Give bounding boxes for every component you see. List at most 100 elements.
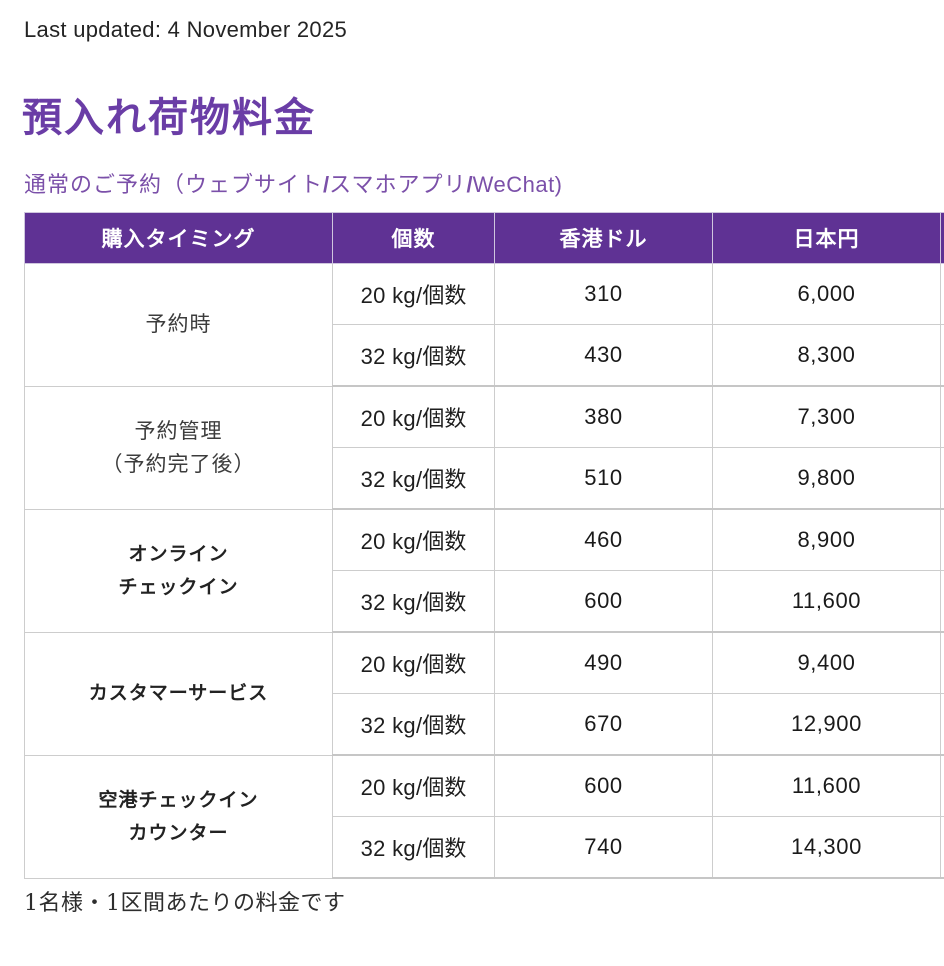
quantity-cjk: 個数 bbox=[422, 776, 467, 801]
cutoff-cell bbox=[940, 324, 944, 387]
subtitle-segment-ja: スマホアプリ bbox=[329, 173, 467, 198]
timing-cell: 予約時 bbox=[24, 263, 333, 387]
cutoff-cell bbox=[940, 631, 944, 694]
table-row: 32 kg/個数 740 14,300 bbox=[25, 816, 944, 879]
table-row: 32 kg/個数 670 12,900 bbox=[25, 693, 944, 756]
jpy-cell: 7,300 bbox=[712, 385, 941, 448]
cutoff-cell bbox=[940, 447, 944, 510]
quantity-latin: 32 kg/ bbox=[360, 467, 423, 492]
quantity-cjk: 個数 bbox=[422, 345, 467, 370]
quantity-cell: 32 kg/個数 bbox=[332, 570, 495, 633]
hkd-cell: 740 bbox=[494, 816, 713, 879]
jpy-cell: 9,800 bbox=[712, 447, 941, 510]
jpy-cell: 8,900 bbox=[712, 508, 941, 571]
table-header-row: 購入タイミング 個数 香港ドル 日本円 bbox=[24, 212, 944, 264]
quantity-cjk: 個数 bbox=[422, 714, 467, 739]
quantity-latin: 20 kg/ bbox=[360, 283, 423, 308]
subtitle-slash: / bbox=[466, 172, 473, 197]
timing-line: 空港チェックイン bbox=[98, 789, 259, 812]
header-cell-quantity: 個数 bbox=[332, 212, 495, 264]
quantity-latin: 32 kg/ bbox=[360, 713, 423, 738]
hkd-cell: 460 bbox=[494, 508, 713, 571]
last-updated-text: Last updated: 4 November 2025 bbox=[24, 17, 348, 42]
cutoff-cell bbox=[940, 263, 944, 325]
quantity-cjk: 個数 bbox=[422, 591, 467, 616]
header-cell-jpy: 日本円 bbox=[712, 212, 941, 264]
hkd-cell: 430 bbox=[494, 324, 713, 387]
hkd-cell: 380 bbox=[494, 385, 713, 448]
timing-cell: 予約管理 （予約完了後） bbox=[24, 385, 333, 510]
jpy-cell: 9,400 bbox=[712, 631, 941, 694]
cutoff-cell bbox=[940, 754, 944, 817]
timing-cell: 空港チェックイン カウンター bbox=[24, 754, 333, 879]
jpy-cell: 8,300 bbox=[712, 324, 941, 387]
jpy-cell: 11,600 bbox=[712, 754, 941, 817]
cutoff-cell bbox=[940, 693, 944, 756]
timing-line: カスタマーサービス bbox=[88, 682, 269, 705]
table-row: 予約時 20 kg/個数 310 6,000 bbox=[24, 263, 944, 387]
cutoff-cell bbox=[940, 816, 944, 879]
jpy-cell: 14,300 bbox=[712, 816, 941, 879]
quantity-latin: 20 kg/ bbox=[360, 652, 423, 677]
quantity-latin: 32 kg/ bbox=[360, 344, 423, 369]
subtitle-segment-ja: 通常のご予約（ウェブサイト bbox=[24, 173, 324, 198]
quantity-cjk: 個数 bbox=[422, 530, 467, 555]
subtitle-slash: / bbox=[323, 172, 330, 197]
hkd-cell: 310 bbox=[494, 263, 713, 325]
quantity-cjk: 個数 bbox=[422, 284, 467, 309]
quantity-latin: 20 kg/ bbox=[360, 775, 423, 800]
quantity-latin: 20 kg/ bbox=[360, 406, 423, 431]
page-title: 預入れ荷物料金 bbox=[22, 94, 316, 141]
quantity-latin: 32 kg/ bbox=[360, 836, 423, 861]
quantity-cell: 32 kg/個数 bbox=[332, 693, 495, 756]
timing-line: （予約完了後） bbox=[101, 451, 256, 476]
table-row: 32 kg/個数 430 8,300 bbox=[25, 324, 944, 387]
table-row: 空港チェックイン カウンター 20 kg/個数 600 11,600 bbox=[24, 754, 944, 879]
quantity-cell: 20 kg/個数 bbox=[332, 754, 495, 817]
quantity-cell: 32 kg/個数 bbox=[332, 324, 495, 387]
quantity-cjk: 個数 bbox=[422, 653, 467, 678]
cutoff-cell bbox=[940, 385, 944, 448]
hkd-cell: 600 bbox=[494, 754, 713, 817]
quantity-cell: 20 kg/個数 bbox=[332, 508, 495, 571]
hkd-cell: 670 bbox=[494, 693, 713, 756]
header-cell-timing: 購入タイミング bbox=[24, 212, 333, 264]
baggage-fee-table: 購入タイミング 個数 香港ドル 日本円 予約時 20 kg/個数 310 6,0… bbox=[24, 212, 944, 879]
footnote-text: 1名様・1区間あたりの料金です bbox=[24, 891, 346, 916]
quantity-cjk: 個数 bbox=[422, 837, 467, 862]
timing-cell: カスタマーサービス bbox=[24, 631, 333, 756]
cutoff-cell bbox=[940, 508, 944, 571]
timing-line: オンライン bbox=[128, 543, 229, 566]
subtitle-segment-latin: WeChat) bbox=[472, 172, 563, 197]
timing-line: カウンター bbox=[128, 821, 229, 844]
quantity-cell: 20 kg/個数 bbox=[332, 263, 495, 325]
header-cell-hkd: 香港ドル bbox=[494, 212, 713, 264]
quantity-cjk: 個数 bbox=[422, 407, 467, 432]
table-row: 32 kg/個数 600 11,600 bbox=[25, 570, 944, 633]
quantity-latin: 20 kg/ bbox=[360, 529, 423, 554]
jpy-cell: 6,000 bbox=[712, 263, 941, 325]
quantity-cell: 32 kg/個数 bbox=[332, 447, 495, 510]
jpy-cell: 12,900 bbox=[712, 693, 941, 756]
quantity-cell: 20 kg/個数 bbox=[332, 385, 495, 448]
jpy-cell: 11,600 bbox=[712, 570, 941, 633]
table-viewport: 購入タイミング 個数 香港ドル 日本円 予約時 20 kg/個数 310 6,0… bbox=[24, 212, 944, 879]
table-row: 予約管理 （予約完了後） 20 kg/個数 380 7,300 bbox=[24, 385, 944, 510]
quantity-cell: 20 kg/個数 bbox=[332, 631, 495, 694]
timing-line: 予約管理 bbox=[134, 418, 223, 443]
timing-cell: オンライン チェックイン bbox=[24, 508, 333, 633]
hkd-cell: 510 bbox=[494, 447, 713, 510]
table-row: オンライン チェックイン 20 kg/個数 460 8,900 bbox=[24, 508, 944, 633]
quantity-latin: 32 kg/ bbox=[360, 590, 423, 615]
timing-line: 予約時 bbox=[145, 312, 212, 337]
header-cell-cutoff bbox=[940, 212, 944, 264]
table-row: カスタマーサービス 20 kg/個数 490 9,400 bbox=[24, 631, 944, 756]
quantity-cell: 32 kg/個数 bbox=[332, 816, 495, 879]
cutoff-cell bbox=[940, 570, 944, 633]
table-row: 32 kg/個数 510 9,800 bbox=[25, 447, 944, 510]
page-subtitle: 通常のご予約（ウェブサイト/スマホアプリ/WeChat) bbox=[24, 167, 563, 199]
hkd-cell: 600 bbox=[494, 570, 713, 633]
quantity-cjk: 個数 bbox=[422, 468, 467, 493]
timing-line: チェックイン bbox=[118, 575, 239, 598]
hkd-cell: 490 bbox=[494, 631, 713, 694]
